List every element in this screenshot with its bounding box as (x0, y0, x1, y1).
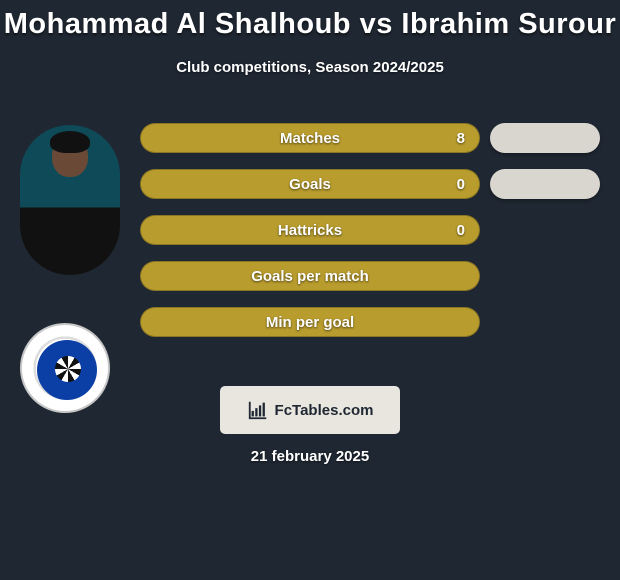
page-title: Mohammad Al Shalhoub vs Ibrahim Surour (0, 0, 620, 41)
stat-label: Goals per match (251, 268, 369, 285)
stat-bar-goals: Goals 0 (140, 169, 480, 199)
watermark: FcTables.com (220, 386, 400, 434)
stat-value-p1: 8 (457, 130, 465, 147)
stat-bar-matches: Matches 8 (140, 123, 480, 153)
stat-label: Matches (280, 130, 340, 147)
stat-bar-goals-per-match: Goals per match (140, 261, 480, 291)
stat-value-p1: 0 (457, 176, 465, 193)
stat-pill-p2-min-per-goal (490, 307, 600, 337)
stat-pill-p2-hattricks (490, 215, 600, 245)
stat-bar-hattricks: Hattricks 0 (140, 215, 480, 245)
stat-label: Min per goal (266, 314, 354, 331)
player1-bars: Matches 8 Goals 0 Hattricks 0 Goals per match M… (140, 123, 480, 353)
player1-club-logo (20, 323, 110, 413)
player2-bars (490, 123, 600, 353)
stat-label: Goals (289, 176, 331, 193)
subtitle: Club competitions, Season 2024/2025 (0, 59, 620, 76)
stat-value-p1: 0 (457, 222, 465, 239)
date-label: 21 february 2025 (0, 448, 620, 465)
stat-pill-p2-goals-per-match (490, 261, 600, 291)
stat-bar-min-per-goal: Min per goal (140, 307, 480, 337)
watermark-text: FcTables.com (275, 402, 374, 419)
stat-label: Hattricks (278, 222, 342, 239)
stat-pill-p2-matches (490, 123, 600, 153)
avatar-column (20, 125, 120, 461)
stat-pill-p2-goals (490, 169, 600, 199)
chart-icon (247, 399, 269, 421)
player1-avatar (20, 125, 120, 275)
